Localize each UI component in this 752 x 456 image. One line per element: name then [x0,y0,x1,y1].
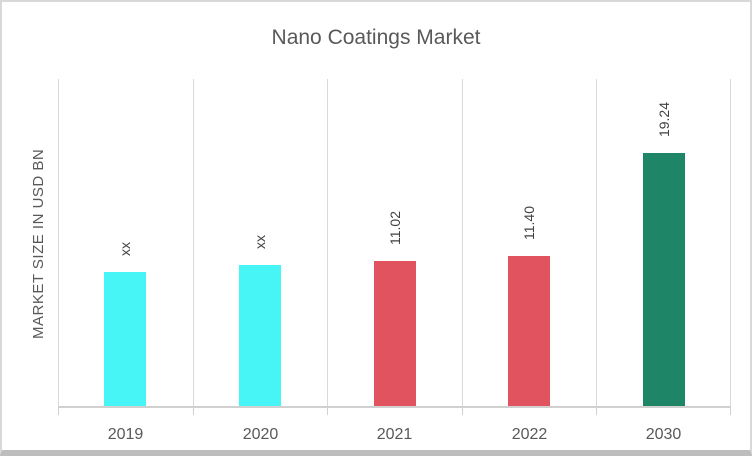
bar-2022 [508,256,550,406]
gridline [193,79,194,408]
gridline [58,79,59,408]
bar-data-label: 11.40 [521,206,537,240]
x-axis-label: 2019 [107,426,144,443]
chart-title: Nano Coatings Market [271,26,481,49]
bar-data-label: 19.24 [656,101,672,137]
plot-area: xx 2019 xx 2020 11.02 2021 11.40 2022 19.24 2030 [58,79,731,443]
bar-2021 [374,261,416,406]
x-axis-tick [327,408,328,415]
y-axis-title: MARKET SIZE IN USD BN [30,148,47,339]
x-axis-tick [462,408,463,415]
gridline [730,79,731,408]
gridline [596,79,597,408]
bar-data-label: 11.02 [387,211,403,245]
bar-2020 [239,265,281,406]
bar-2019 [104,272,146,406]
x-axis-line [58,406,731,408]
x-axis-label: 2030 [645,426,682,443]
x-axis-tick [58,408,59,415]
x-axis-tick [730,408,731,415]
bar-data-label: xx [252,235,268,249]
bar-2030 [643,153,685,406]
x-axis-tick [596,408,597,415]
x-axis-label: 2020 [242,426,279,443]
x-axis-label: 2022 [511,426,548,443]
x-axis-label: 2021 [376,426,413,443]
bar-data-label: xx [117,242,133,256]
gridline [327,79,328,408]
gridline [462,79,463,408]
x-axis-tick [193,408,194,415]
